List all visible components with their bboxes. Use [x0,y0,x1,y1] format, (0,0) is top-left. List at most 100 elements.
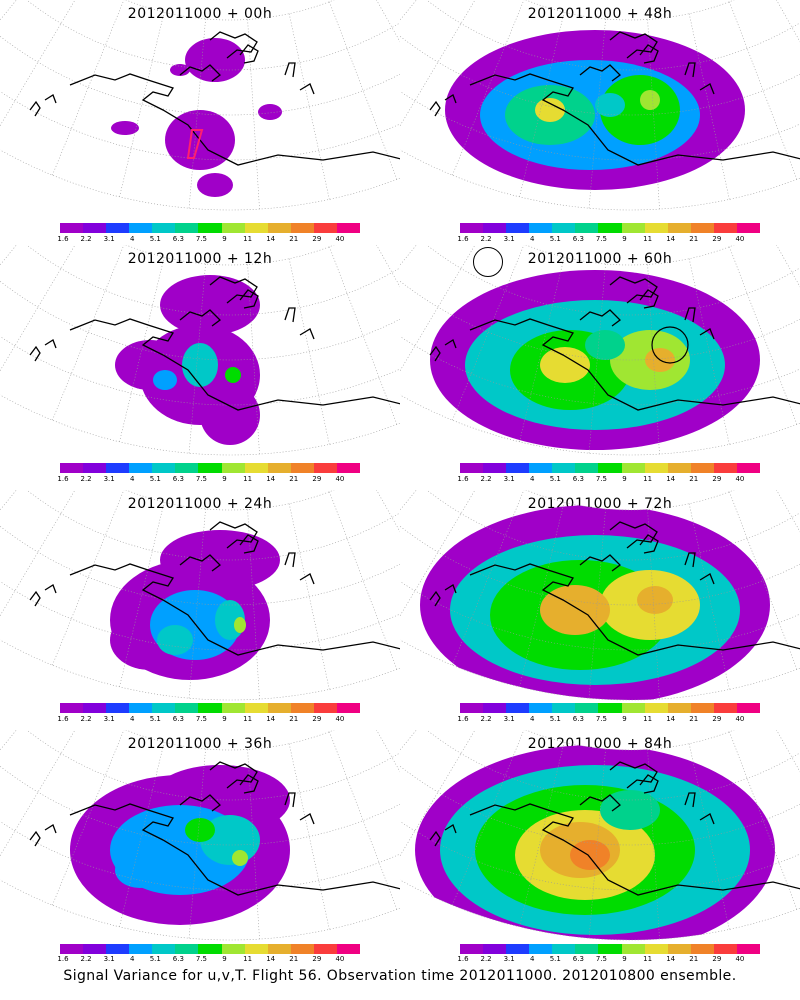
color-scale-label: 11 [643,955,653,963]
color-scale-swatch [152,703,176,713]
color-scale-swatch [506,703,530,713]
color-scale-swatch [83,463,107,473]
color-scale-swatch [713,703,737,713]
coastline [29,521,400,656]
color-scale-swatch [60,703,84,713]
color-scale-label: 2.2 [80,475,92,483]
color-scale-label: 29 [312,715,322,723]
graticule-line [776,0,800,43]
color-scale-label: 6.3 [172,475,184,483]
color-scale-label: 9 [622,475,627,483]
color-scale-swatch [460,463,484,473]
color-scale-swatch [506,944,530,954]
color-scale-label: 4 [129,475,135,483]
graticule-line [426,245,800,316]
color-scale-swatch [667,463,691,473]
graticule-line [400,580,800,651]
color-scale-swatch [690,223,714,233]
graticule-line [0,0,17,21]
color-scale-swatch [313,463,337,473]
variance-field [157,625,193,655]
map-panel-12h: 2012011000 + 12h 1.6 2.2 3.1 4 5.1 6.3 7.5 9 11 1… [0,245,400,490]
graticule-line [119,12,165,197]
color-scale-label: 9 [222,235,227,243]
color-scale-bar [460,944,761,954]
color-scale-swatch [60,223,84,233]
panel-title: 2012011000 + 12h [127,251,273,267]
color-scale-label: 21 [289,235,299,243]
color-scale-label: 2.2 [480,955,492,963]
color-scale-label: 7.5 [195,235,208,243]
graticule-line [0,490,76,617]
color-scale-label: 3.1 [103,715,115,723]
graticule-line [776,245,800,288]
color-scale-swatch [736,223,761,233]
graticule-line [426,490,800,561]
color-scale-label: 40 [335,235,345,243]
graticule-line [400,0,417,21]
circle-marker [473,247,503,277]
color-scale-label: 6.3 [172,955,184,963]
color-scale-labels: 1.6 2.2 3.1 4 5.1 6.3 7.5 9 11 14 21 29 40 [457,955,760,965]
color-scale-swatch [175,703,199,713]
color-scale-label: 4 [129,955,135,963]
color-scale-swatch [529,463,553,473]
panel-title: 2012011000 + 00h [127,6,273,22]
graticule-line [376,245,400,288]
variance-field [200,385,260,445]
variance-field [197,173,233,197]
map-plot [400,490,800,701]
color-scale-label: 11 [243,475,253,483]
color-scale-label: 40 [735,955,745,963]
color-scale-swatch [621,703,645,713]
color-scale-label: 2.2 [80,235,92,243]
color-scale-swatch [106,944,130,954]
map-panel-36h: 2012011000 + 36h 1.6 2.2 3.1 4 5.1 6.3 7.5 9 11 1… [0,730,400,975]
color-scale-label: 5.1 [149,715,161,723]
map-plot [0,730,400,941]
color-scale-label: 11 [243,955,253,963]
graticule-line [0,245,17,266]
coastline [29,761,400,896]
color-scale-label: 29 [312,955,322,963]
coastline [29,31,400,166]
color-scale-label: 40 [335,955,345,963]
color-scale-swatch [483,223,507,233]
color-scale-swatch [483,703,507,713]
graticule-line [0,245,76,372]
color-scale-swatch [736,463,761,473]
color-scale-swatch [175,463,199,473]
graticule-line [0,335,400,406]
color-scale-bar [460,703,761,713]
map-plot [400,730,800,941]
color-scale-swatch [460,703,484,713]
color-scale-label: 40 [335,475,345,483]
graticule-line [426,0,800,71]
color-scale-label: 7.5 [595,715,608,723]
color-scale-swatch [198,944,222,954]
color-scale-label: 21 [289,475,299,483]
color-scale-swatch [483,944,507,954]
color-scale-swatch [106,223,130,233]
color-scale-labels: 1.6 2.2 3.1 4 5.1 6.3 7.5 9 11 14 21 29 40 [457,715,760,725]
color-scale-labels: 1.6 2.2 3.1 4 5.1 6.3 7.5 9 11 14 21 29 40 [57,235,360,245]
color-scale-labels: 1.6 2.2 3.1 4 5.1 6.3 7.5 9 11 14 21 29 40 [457,235,760,245]
color-scale-label: 29 [712,715,722,723]
color-scale-swatch [290,463,314,473]
color-scale-swatch [621,463,645,473]
graticule-line [52,245,125,421]
variance-field [182,343,218,387]
graticule-line [0,730,22,784]
color-scale-swatch [644,944,668,954]
color-scale-label: 21 [689,715,699,723]
variance-field [540,585,610,635]
color-scale-swatch [83,703,107,713]
color-scale-swatch [152,463,176,473]
color-scale-swatch [713,223,737,233]
color-scale-label: 2.2 [480,235,492,243]
color-scale-label: 1.6 [457,715,469,723]
graticule-line [376,0,400,43]
color-scale-swatch [60,463,84,473]
variance-field [185,818,215,842]
color-scale-label: 9 [622,715,627,723]
